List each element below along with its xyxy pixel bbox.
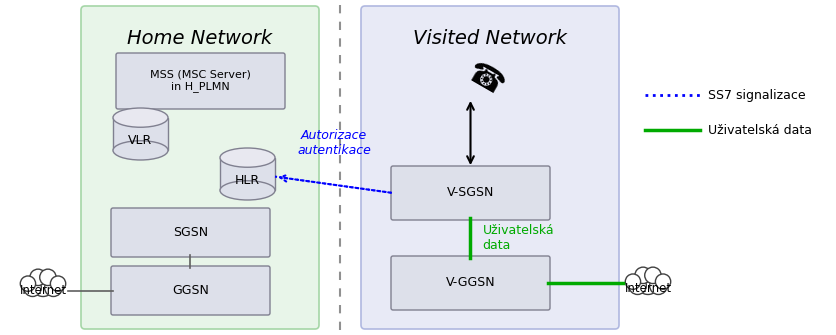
Text: ☎: ☎ bbox=[461, 58, 508, 102]
Ellipse shape bbox=[113, 108, 168, 127]
Text: HLR: HLR bbox=[235, 174, 260, 187]
Text: Uživatelská data: Uživatelská data bbox=[707, 124, 811, 136]
FancyBboxPatch shape bbox=[390, 166, 549, 220]
Text: V-SGSN: V-SGSN bbox=[446, 187, 493, 200]
Text: Autorizace
autentikace: Autorizace autentikace bbox=[297, 129, 370, 156]
Circle shape bbox=[649, 277, 666, 294]
Text: MSS (MSC Server)
in H_PLMN: MSS (MSC Server) in H_PLMN bbox=[150, 70, 251, 92]
Circle shape bbox=[32, 273, 54, 296]
Circle shape bbox=[635, 267, 650, 283]
Circle shape bbox=[628, 277, 645, 294]
Text: V-GGSN: V-GGSN bbox=[445, 276, 495, 289]
Text: SS7 signalizace: SS7 signalizace bbox=[707, 88, 805, 102]
Circle shape bbox=[30, 269, 46, 285]
Circle shape bbox=[39, 269, 56, 285]
Ellipse shape bbox=[220, 148, 275, 167]
Circle shape bbox=[44, 279, 62, 296]
Circle shape bbox=[624, 274, 640, 289]
Text: Visited Network: Visited Network bbox=[413, 28, 566, 48]
Text: SGSN: SGSN bbox=[173, 226, 208, 239]
Text: Internet: Internet bbox=[624, 281, 670, 294]
Text: Home Network: Home Network bbox=[127, 28, 273, 48]
FancyBboxPatch shape bbox=[116, 53, 285, 109]
Circle shape bbox=[644, 267, 660, 283]
Polygon shape bbox=[113, 118, 168, 150]
FancyBboxPatch shape bbox=[81, 6, 319, 329]
FancyBboxPatch shape bbox=[111, 208, 270, 257]
Circle shape bbox=[20, 276, 36, 291]
Text: Uživatelská
data: Uživatelská data bbox=[482, 224, 553, 252]
Circle shape bbox=[50, 276, 66, 291]
Text: VLR: VLR bbox=[128, 134, 152, 147]
FancyBboxPatch shape bbox=[360, 6, 619, 329]
Circle shape bbox=[655, 274, 670, 289]
Polygon shape bbox=[220, 158, 275, 190]
Circle shape bbox=[23, 279, 41, 296]
Ellipse shape bbox=[113, 141, 168, 160]
Circle shape bbox=[635, 271, 659, 294]
Text: GGSN: GGSN bbox=[172, 284, 209, 297]
FancyBboxPatch shape bbox=[111, 266, 270, 315]
FancyBboxPatch shape bbox=[390, 256, 549, 310]
Ellipse shape bbox=[220, 181, 275, 200]
Text: Internet: Internet bbox=[19, 283, 67, 296]
